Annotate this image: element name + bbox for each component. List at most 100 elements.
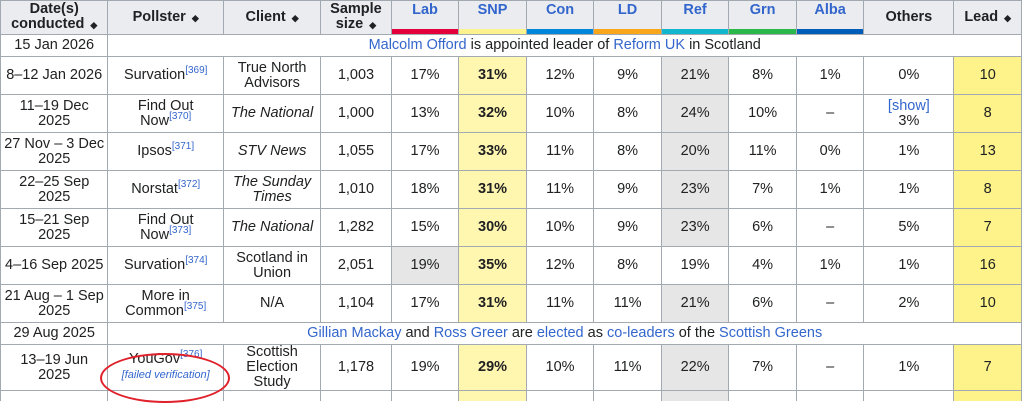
lab-value: 15% <box>390 208 460 247</box>
others-cell: 0% <box>863 56 955 95</box>
header-ref[interactable]: Ref <box>660 0 730 35</box>
grn-value: 10% <box>728 94 797 133</box>
poll-date: 22–25 Sep 2025 <box>0 170 109 209</box>
lab-color-bar <box>391 29 459 34</box>
con-value: 12% <box>525 56 595 95</box>
poll-rows: 13–19 Jun 2025 YouGov[376] [failed verific… <box>0 344 1022 391</box>
poll-date: 21 Aug – 1 Sep 2025 <box>0 284 109 323</box>
header-pollster[interactable]: Pollster ◆ <box>107 0 224 35</box>
snp-value: 30% <box>458 208 527 247</box>
ld-value: 8% <box>593 94 662 133</box>
snp-value: 31% <box>458 170 527 209</box>
others-cell: 1% <box>863 246 955 285</box>
reference-link[interactable]: [376] <box>180 349 203 361</box>
others-value: 1% <box>898 359 920 375</box>
client-cell: STV News <box>222 132 322 171</box>
event-link[interactable]: Ross Greer <box>433 325 508 341</box>
poll-date: 15–21 Sep 2025 <box>0 208 109 247</box>
failed-verification-note[interactable]: [failed verification] <box>121 369 210 381</box>
reference-link[interactable]: [372] <box>177 179 201 191</box>
table-row: 11–19 Dec 2025 Find Out Now[370] The Natio… <box>0 94 1022 133</box>
alba-value: 1% <box>795 246 865 285</box>
sample-size: 1,003 <box>320 56 392 95</box>
con-value: 10% <box>525 208 595 247</box>
alba-value: 1% <box>795 56 865 95</box>
sort-icon[interactable]: ◆ <box>1004 12 1012 23</box>
pollster-name: Find Out Now <box>137 97 194 129</box>
grn-color-bar <box>729 29 796 34</box>
client-cell: The National <box>222 208 322 247</box>
pollster-cell: YouGov[376] [failed verification] <box>107 344 224 391</box>
header-grn[interactable]: Grn <box>728 0 797 35</box>
client-cell: N/A <box>222 284 322 323</box>
header-ref-label: Ref <box>683 2 707 18</box>
event-link[interactable]: Scottish Greens <box>719 325 823 341</box>
event-link[interactable]: Gillian Mackay <box>307 325 402 341</box>
table-row: 15–21 Sep 2025 Find Out Now[373] The Natio… <box>0 208 1022 247</box>
header-snp[interactable]: SNP <box>458 0 527 35</box>
reference-link[interactable]: [369] <box>185 65 208 77</box>
sort-icon[interactable]: ◆ <box>369 20 377 30</box>
ref-value: 20% <box>660 132 730 171</box>
snp-value: 31% <box>458 56 527 95</box>
header-sample[interactable]: Sample size ◆ <box>320 0 392 35</box>
table-row: 22–25 Sep 2025 Norstat[372] The Sunday Tim… <box>0 170 1022 209</box>
event-date: 15 Jan 2026 <box>0 34 109 57</box>
others-cell: 1% <box>863 170 955 209</box>
sort-icon[interactable]: ◆ <box>291 12 299 23</box>
sort-icon[interactable]: ◆ <box>90 20 98 30</box>
event-link[interactable]: Malcolm Offord <box>368 37 467 53</box>
sample-size: 1,010 <box>320 170 392 209</box>
poll-rows: 8–12 Jan 2026 Survation[369] True North Ad… <box>0 56 1022 323</box>
header-lead[interactable]: Lead ◆ <box>953 0 1022 35</box>
lead-value: 10 <box>953 284 1022 323</box>
header-client[interactable]: Client ◆ <box>222 0 322 35</box>
header-client-label: Client <box>245 8 286 25</box>
event-link[interactable]: elected <box>536 325 584 341</box>
sort-icon[interactable]: ◆ <box>191 12 199 23</box>
header-alba[interactable]: Alba <box>795 0 865 35</box>
header-ld[interactable]: LD <box>593 0 662 35</box>
others-value: 5% <box>898 219 920 235</box>
show-toggle[interactable]: [show] <box>887 97 930 114</box>
lead-value: 8 <box>953 170 1022 209</box>
sample-size: 1,104 <box>320 284 392 323</box>
header-lab[interactable]: Lab <box>390 0 460 35</box>
poll-date: 13–19 Jun 2025 <box>0 344 109 391</box>
header-con[interactable]: Con <box>525 0 595 35</box>
lab-value: 17% <box>390 284 460 323</box>
con-value: 10% <box>525 344 595 391</box>
pollster-cell: Find Out Now[373] <box>107 208 224 247</box>
pollster-name: Find Out Now <box>137 211 194 243</box>
reference-link[interactable]: [373] <box>169 224 192 236</box>
header-others: Others <box>863 0 955 35</box>
table-row: 27 Nov – 3 Dec 2025 Ipsos[371] STV News 1,0… <box>0 132 1022 171</box>
pollster-cell: Survation[369] <box>107 56 224 95</box>
reference-link[interactable]: [375] <box>183 300 207 312</box>
pollster-cell: Norstat[372] <box>107 170 224 209</box>
event-text: in Scotland <box>685 37 761 53</box>
event-date: 29 Aug 2025 <box>0 322 109 345</box>
reference-link[interactable]: [370] <box>169 110 192 122</box>
lead-value: 13 <box>953 132 1022 171</box>
header-row: Date(s) conducted ◆ Pollster ◆ Client ◆ Sam… <box>0 0 1022 35</box>
sample-size: 1,282 <box>320 208 392 247</box>
ref-color-bar <box>661 29 729 34</box>
event-link[interactable]: Reform UK <box>613 37 686 53</box>
header-grn-label: Grn <box>749 2 776 18</box>
ref-value: 22% <box>660 344 730 391</box>
header-lab-label: Lab <box>412 2 438 18</box>
header-date[interactable]: Date(s) conducted ◆ <box>0 0 109 35</box>
reference-link[interactable]: [371] <box>171 141 195 153</box>
header-others-label: Others <box>885 9 933 25</box>
lead-value: 8 <box>953 94 1022 133</box>
reference-link[interactable]: [374] <box>185 255 208 267</box>
pollster-cell: Survation[374] <box>107 246 224 285</box>
header-date-label: Date(s) conducted <box>11 1 85 32</box>
sample-size: 1,055 <box>320 132 392 171</box>
others-value: 1% <box>898 143 920 159</box>
event-link[interactable]: co-leaders <box>607 325 675 341</box>
client-cell: The National <box>222 94 322 133</box>
lead-value: 10 <box>953 56 1022 95</box>
snp-value: 35% <box>458 246 527 285</box>
